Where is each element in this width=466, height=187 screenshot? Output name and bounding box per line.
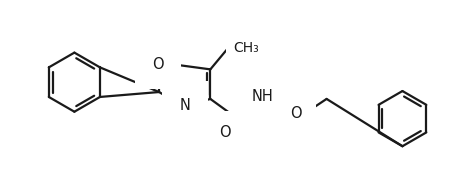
Text: N: N: [179, 98, 190, 113]
Text: NH: NH: [252, 89, 274, 105]
Text: CH₃: CH₃: [233, 41, 259, 55]
Text: O: O: [290, 106, 302, 121]
Text: O: O: [152, 57, 164, 72]
Text: O: O: [219, 125, 231, 140]
